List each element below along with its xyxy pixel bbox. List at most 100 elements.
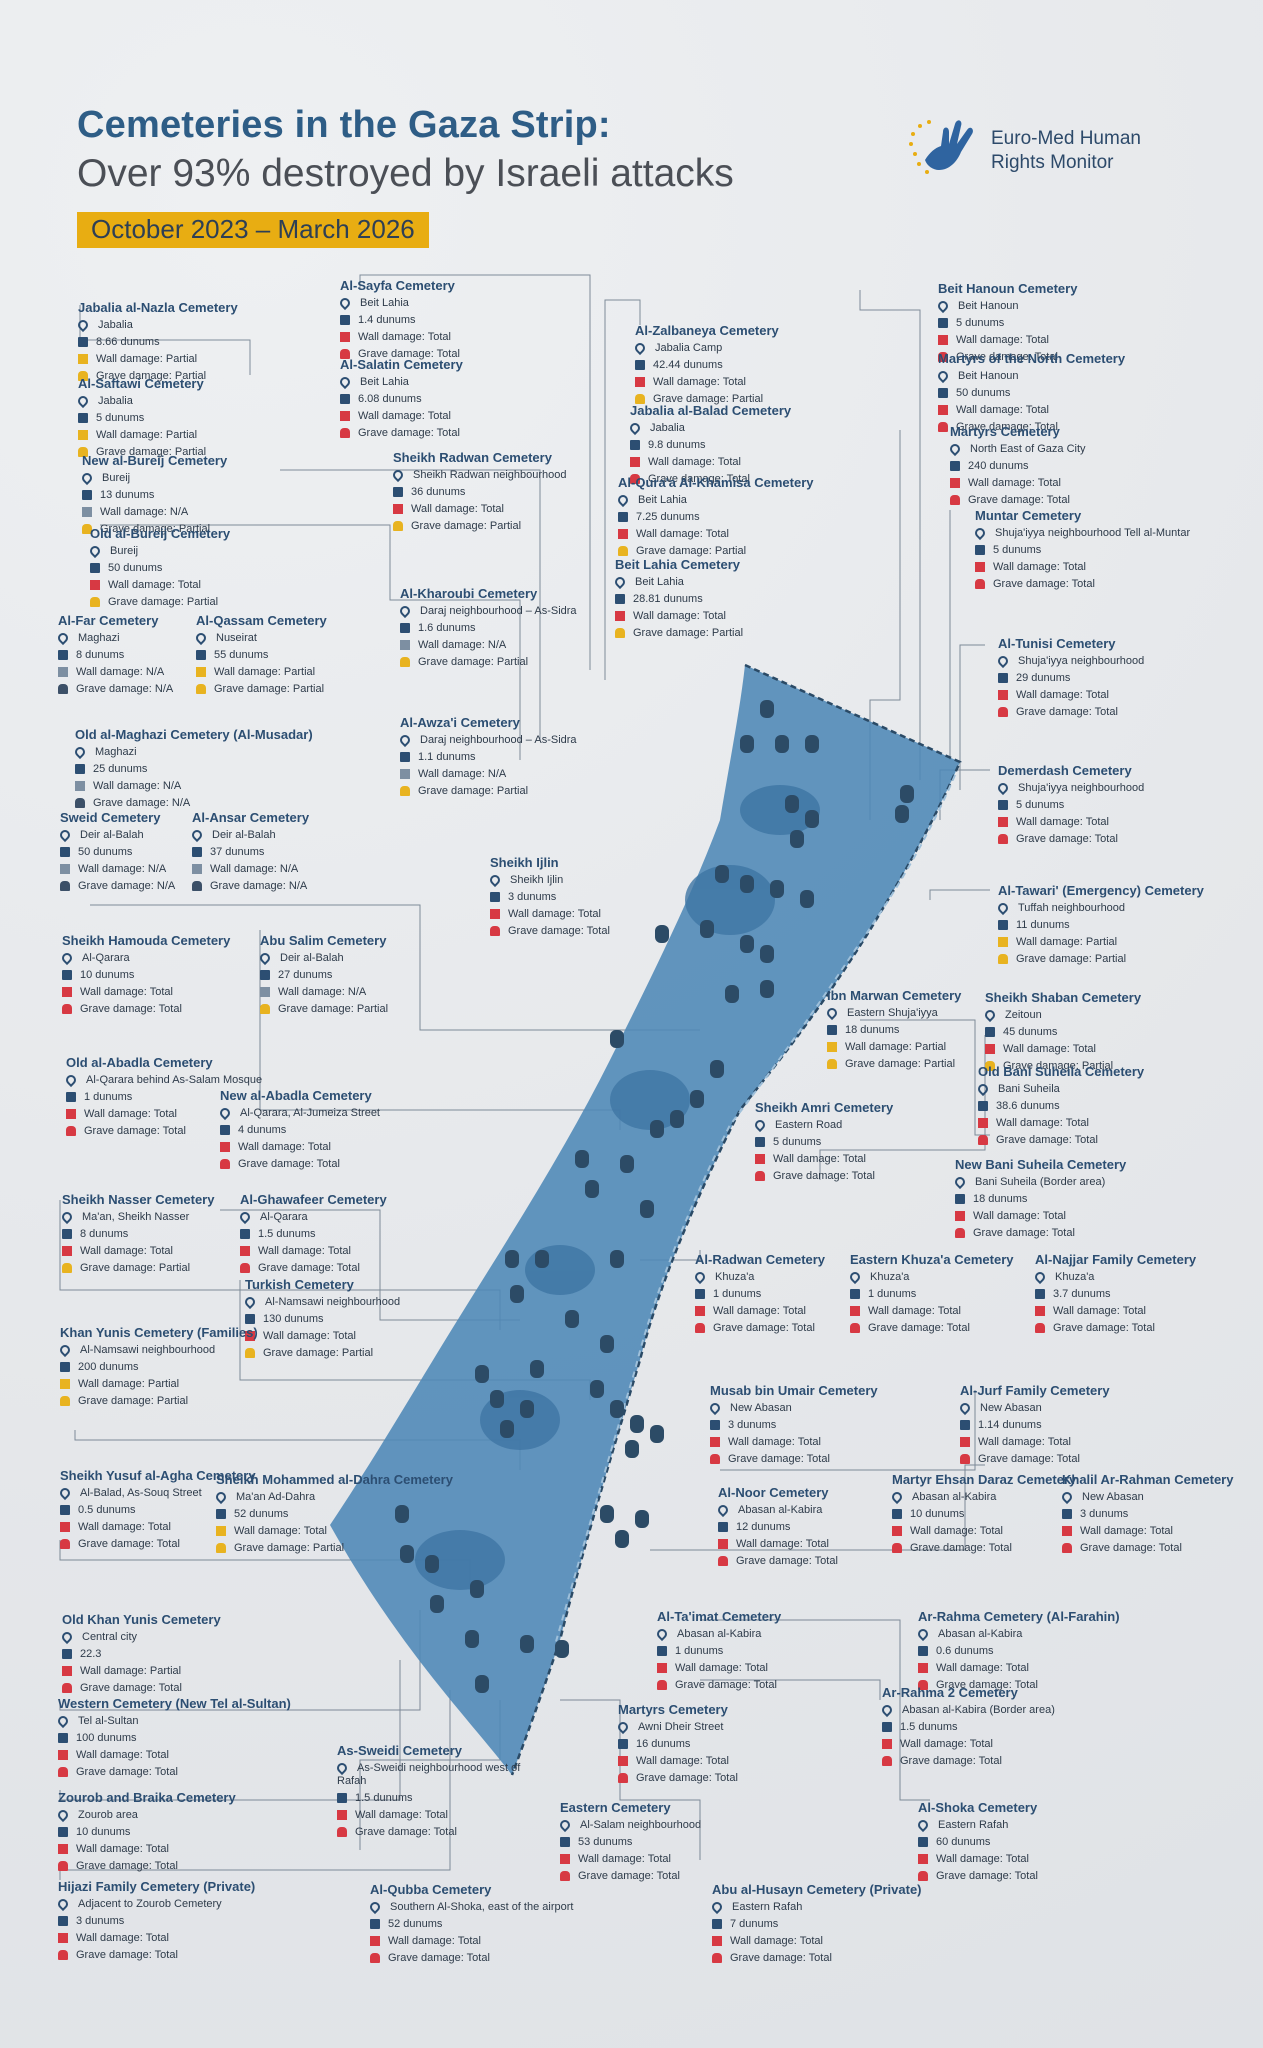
cemetery-name: Abu al-Husayn Cemetery (Private) xyxy=(712,1882,922,1897)
wall-damage-text: Wall damage: Total xyxy=(936,1662,1029,1674)
cemetery-card: Al-Tawari' (Emergency) Cemetery Tuffah ne… xyxy=(995,883,1258,966)
location-pin-icon xyxy=(615,493,631,508)
cemetery-detail-row: 18 dunums xyxy=(827,1024,1017,1037)
wall-brick-icon xyxy=(827,1042,837,1053)
grave-damage-text: Grave damage: Total xyxy=(978,1453,1080,1465)
cemetery-name: Martyrs Cemetery xyxy=(950,424,1060,439)
area-square-icon xyxy=(985,1027,995,1038)
cemetery-name: Khalil Ar-Rahman Cemetery xyxy=(1062,1472,1234,1487)
cemetery-card: Al-Najjar Family Cemetery Khuza'a 3.7 dunu… xyxy=(1032,1252,1235,1335)
area-square-icon xyxy=(695,1289,705,1300)
cemetery-detail-row: Wall damage: Total xyxy=(490,908,670,921)
location-text: Eastern Rafah xyxy=(732,1901,803,1913)
cemetery-detail-row: Ma'an, Sheikh Nasser xyxy=(59,1210,212,1225)
cemetery-detail-row: Grave damage: Total xyxy=(998,706,1218,719)
gravestone-icon xyxy=(78,371,88,382)
wall-brick-icon xyxy=(978,1118,988,1129)
location-text: Al-Qarara xyxy=(260,1211,308,1223)
gravestone-icon xyxy=(400,657,410,668)
cemetery-detail-row: Grave damage: Total xyxy=(918,1679,1178,1692)
area-square-icon xyxy=(892,1509,902,1520)
area-square-icon xyxy=(827,1025,837,1036)
cemetery-card: Al-Qubba Cemetery Southern Al-Shoka, east… xyxy=(367,1882,580,1965)
cemetery-detail-row: 5 dunums xyxy=(938,317,1198,330)
cemetery-card: Sheikh Yusuf al-Agha Cemetery Al-Balad, A… xyxy=(57,1468,256,1551)
cemetery-name: Sheikh Shaban Cemetery xyxy=(985,990,1142,1005)
location-text: Jabalia Camp xyxy=(655,342,723,354)
cemetery-detail-row: Grave damage: Partial xyxy=(400,785,580,798)
area-square-icon xyxy=(192,847,202,858)
cemetery-name: Sheikh Hamouda Cemetery xyxy=(62,933,231,948)
wall-brick-icon xyxy=(630,457,640,468)
wall-damage-text: Wall damage: Total xyxy=(388,1935,481,1947)
grave-damage-text: Grave damage: Total xyxy=(578,1870,680,1882)
location-text: Beit Lahia xyxy=(635,576,684,588)
cemetery-detail-row: Wall damage: Total xyxy=(618,1755,878,1768)
cemetery-card: Ar-Rahma Cemetery (Al-Farahin) Abasan al-… xyxy=(915,1609,1178,1692)
area-text: 3 dunums xyxy=(76,1915,125,1927)
area-square-icon xyxy=(60,1505,70,1516)
area-text: 1 dunums xyxy=(84,1091,133,1103)
cemetery-detail-row: Wall damage: Total xyxy=(58,1843,358,1856)
area-square-icon xyxy=(78,337,88,348)
cemetery-name: As-Sweidi Cemetery xyxy=(337,1743,462,1758)
cemetery-name: Al-Shoka Cemetery xyxy=(918,1800,1038,1815)
wall-damage-text: Wall damage: Partial xyxy=(80,1665,182,1677)
location-pin-icon xyxy=(982,1008,998,1023)
cemetery-detail-row: Abasan al-Kabira xyxy=(715,1503,868,1518)
location-text: Zourob area xyxy=(78,1809,138,1821)
cemetery-detail-row: Wall damage: N/A xyxy=(400,639,580,652)
location-pin-icon xyxy=(189,828,205,843)
location-pin-icon xyxy=(707,1401,723,1416)
grave-damage-text: Grave damage: Partial xyxy=(96,370,207,382)
cemetery-name: Old Khan Yunis Cemetery xyxy=(62,1612,221,1627)
wall-damage-text: Wall damage: N/A xyxy=(418,639,507,651)
cemetery-detail-row: Wall damage: Total xyxy=(1035,1305,1235,1318)
cemetery-detail-row: Grave damage: Total xyxy=(62,1003,262,1016)
wall-brick-icon xyxy=(960,1437,970,1448)
area-square-icon xyxy=(712,1919,722,1930)
location-pin-icon xyxy=(632,341,648,356)
gravestone-icon xyxy=(400,786,410,797)
grave-damage-text: Grave damage: Partial xyxy=(80,1262,191,1274)
wall-brick-icon xyxy=(393,504,403,515)
cemetery-detail-row: Grave damage: Total xyxy=(882,1755,1202,1768)
cemetery-detail-row: Grave damage: Partial xyxy=(245,1347,405,1360)
cemetery-name: Eastern Cemetery xyxy=(560,1800,671,1815)
location-text: New Abasan xyxy=(980,1402,1042,1414)
grave-damage-text: Grave damage: Total xyxy=(80,1003,182,1015)
cemetery-card: Hijazi Family Cemetery (Private) Adjacent… xyxy=(55,1879,358,1962)
cemetery-detail-row: Grave damage: Total xyxy=(657,1679,897,1692)
wall-damage-text: Wall damage: Total xyxy=(80,1245,173,1257)
cemetery-detail-row: Grave damage: Total xyxy=(220,1158,500,1171)
cemetery-detail-row: Wall damage: N/A xyxy=(260,986,440,999)
location-pin-icon xyxy=(59,951,75,966)
cemetery-detail-row: 3 dunums xyxy=(1062,1508,1242,1521)
grave-damage-text: Grave damage: Partial xyxy=(845,1058,956,1070)
cemetery-detail-row: Jabalia Camp xyxy=(632,341,895,356)
cemetery-detail-row: Wall damage: Total xyxy=(955,1210,1225,1223)
cemetery-card: Old al-Bureij Cemetery Bureij 50 dunums Wal… xyxy=(87,526,330,609)
gravestone-icon xyxy=(985,1061,995,1072)
area-square-icon xyxy=(975,545,985,556)
gravestone-icon xyxy=(827,1059,837,1070)
location-pin-icon xyxy=(217,1106,233,1121)
grave-damage-text: Grave damage: Total xyxy=(936,1870,1038,1882)
location-pin-icon xyxy=(193,631,209,646)
area-text: 52 dunums xyxy=(388,1918,443,1930)
cemetery-name: Al-Radwan Cemetery xyxy=(695,1252,826,1267)
gravestone-icon xyxy=(618,1773,628,1784)
cemetery-detail-row: Wall damage: Partial xyxy=(78,353,308,366)
cemetery-name: Musab bin Umair Cemetery xyxy=(710,1383,878,1398)
grave-damage-text: Grave damage: Total xyxy=(868,1322,970,1334)
cemetery-detail-row: Wall damage: Total xyxy=(60,1521,210,1534)
wall-damage-text: Wall damage: N/A xyxy=(76,666,165,678)
area-text: 10 dunums xyxy=(76,1826,131,1838)
cemetery-detail-row: 10 dunums xyxy=(58,1826,358,1839)
location-text: Ma'an Ad-Dahra xyxy=(236,1491,316,1503)
location-text: Khuza'a xyxy=(1055,1271,1095,1283)
cemetery-detail-row: As-Sweidi neighbourhood west of Rafah xyxy=(334,1761,537,1788)
area-square-icon xyxy=(960,1420,970,1431)
grave-damage-text: Grave damage: Total xyxy=(1016,833,1118,845)
wall-damage-text: Wall damage: Total xyxy=(956,404,1049,416)
